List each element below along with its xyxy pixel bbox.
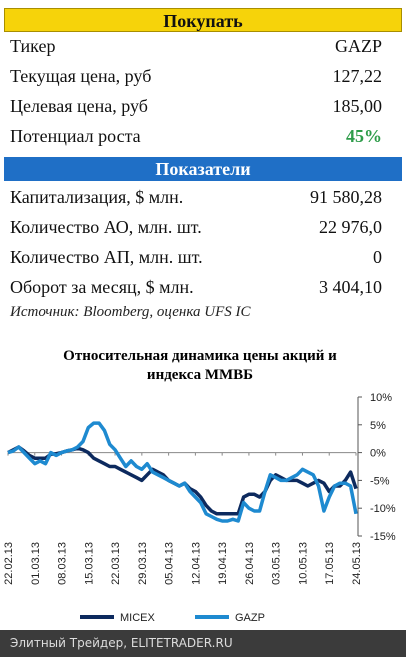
x-tick-label: 22.03.13 [110, 542, 122, 585]
buy-header: Покупать [4, 8, 402, 32]
y-tick-label: 5% [370, 420, 386, 432]
table-row: Потенциал роста 45% [10, 121, 390, 151]
x-tick-label: 19.04.13 [217, 542, 229, 585]
row-label: Целевая цена, руб [10, 96, 148, 116]
row-value: 3 404,10 [319, 277, 382, 297]
row-label: Тикер [10, 36, 56, 56]
y-tick-label: 10% [370, 392, 392, 404]
chart-title: Относительная динамика цены акций и инде… [63, 348, 337, 383]
table-row: Целевая цена, руб 185,00 [10, 91, 390, 121]
row-value: 91 580,28 [310, 187, 382, 207]
row-label: Текущая цена, руб [10, 66, 152, 86]
row-label: Капитализация, $ млн. [10, 187, 184, 207]
row-value: 127,22 [332, 66, 383, 86]
legend-label: GAZP [235, 612, 265, 624]
table-row: Текущая цена, руб 127,22 [10, 61, 390, 91]
x-tick-label: 29.03.13 [137, 542, 149, 585]
row-label: Потенциал роста [10, 126, 141, 146]
x-tick-label: 12.04.13 [190, 542, 202, 585]
footer: Элитный Трейдер, ELITETRADER.RU [0, 630, 406, 657]
row-label: Оборот за месяц, $ млн. [10, 277, 194, 297]
x-tick-label: 03.05.13 [271, 542, 283, 585]
x-tick-label: 17.05.13 [324, 542, 336, 585]
row-label: Количество АО, млн. шт. [10, 217, 202, 237]
x-tick-label: 05.04.13 [164, 542, 176, 585]
x-tick-label: 26.04.13 [244, 542, 256, 585]
indicators-header: Показатели [4, 157, 402, 181]
x-tick-label: 22.02.13 [3, 542, 15, 585]
y-tick-label: -5% [370, 475, 390, 487]
table-row: Капитализация, $ млн. 91 580,28 [10, 182, 390, 212]
series-line [7, 421, 358, 523]
table-row: Оборот за месяц, $ млн. 3 404,10 [10, 272, 390, 302]
row-value: 45% [346, 126, 382, 146]
x-tick-label: 01.03.13 [30, 542, 42, 585]
y-tick-label: 0% [370, 448, 386, 460]
row-value: 0 [373, 247, 382, 267]
legend-label: MICEX [120, 612, 156, 624]
row-label: Количество АП, млн. шт. [10, 247, 203, 267]
series-line [7, 445, 358, 516]
row-value: 185,00 [332, 96, 383, 116]
x-tick-label: 24.05.13 [351, 542, 363, 585]
source-note: Источник: Bloomberg, оценка UFS IC [10, 304, 251, 320]
chart: 10% 5% 0% -5% -10% -15% 22.02.13 01.03.13 08.03.… [3, 392, 396, 624]
y-tick-label: -15% [370, 531, 396, 543]
table-row: Тикер GAZP [10, 31, 390, 61]
table-row: Количество АП, млн. шт. 0 [10, 242, 390, 272]
x-tick-label: 15.03.13 [83, 542, 95, 585]
row-value: 22 976,0 [319, 217, 382, 237]
y-tick-label: -10% [370, 503, 396, 515]
row-value: GAZP [334, 36, 382, 56]
table-row: Количество АО, млн. шт. 22 976,0 [10, 212, 390, 242]
x-tick-label: 08.03.13 [57, 542, 69, 585]
x-tick-label: 10.05.13 [297, 542, 309, 585]
